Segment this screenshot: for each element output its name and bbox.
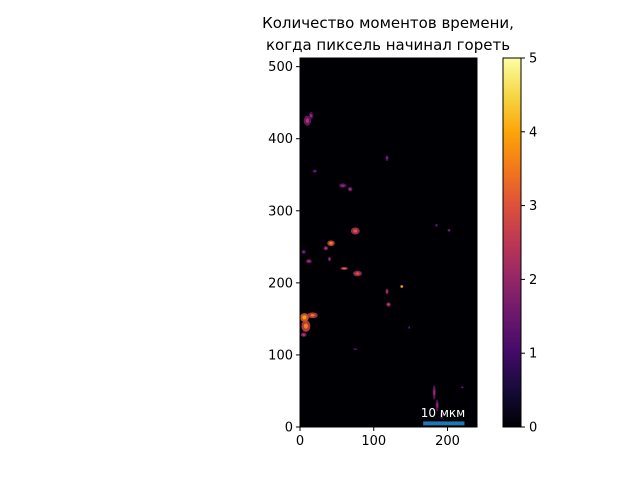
colorbar-tick-label: 2 [529,273,537,288]
heatmap-feature-core [349,188,352,191]
heatmap-feature-core [386,156,388,160]
y-tick-label: 300 [268,204,293,219]
heatmap-feature-core [305,118,310,123]
heatmap-feature-core [313,170,316,172]
heatmap-feature-core [386,290,388,293]
heatmap-feature-core [342,267,346,270]
scale-bar-label: 10 мкм [421,406,465,420]
heatmap-feature-core [355,272,360,275]
heatmap-feature-core [401,285,403,288]
scale-bar-line [423,421,465,426]
heatmap-feature-core [448,229,450,231]
heatmap-feature-core [307,260,311,263]
heatmap-feature-core [353,229,358,233]
heatmap-feature-core [461,386,463,388]
heatmap-feature-core [435,224,438,226]
heatmap-image-area [300,58,477,427]
y-tick-label: 100 [268,348,293,363]
heatmap-feature-core [436,402,438,408]
scale-bar: 10 мкм [421,406,465,426]
plot-title-line-1: Количество моментов времени, [262,14,514,32]
plot-frame [299,57,478,428]
heatmap-feature-core [324,247,327,250]
heatmap-feature-core [302,250,305,253]
colorbar-tick-label: 4 [529,125,537,140]
y-tick-label: 0 [285,421,293,436]
heatmap-feature-core [433,389,435,396]
colorbar-axis: 0 1 2 3 4 5 [521,52,537,436]
x-axis: 0 100 200 [296,427,460,449]
colorbar-tick-label: 0 [529,421,537,436]
y-tick-label: 400 [268,132,293,147]
x-tick-label: 100 [361,434,386,449]
heatmap-feature-core [303,323,308,329]
y-tick-label: 500 [268,60,293,75]
heatmap-feature-core [354,348,357,350]
x-tick-label: 0 [296,434,304,449]
heatmap-feature-core [408,326,410,329]
x-tick-label: 200 [435,434,460,449]
plot-title-line-2: когда пиксель начинал гореть [266,36,510,54]
y-tick-label: 200 [268,276,293,291]
heatmap-feature-core [310,313,315,317]
heatmap-feature-core [302,333,306,336]
colorbar [502,57,522,428]
heatmap-feature-core [329,241,333,245]
heatmap-feature-core [302,315,307,320]
colorbar-tick-label: 1 [529,347,537,362]
heatmap-feature-core [310,114,313,118]
heatmap-feature-core [387,303,390,306]
y-axis: 0 100 200 300 400 500 [268,60,300,436]
plot-title: Количество моментов времени, когда пиксе… [262,14,514,54]
heatmap-features [300,112,464,420]
heatmap-feature-core [341,184,345,187]
heatmap-feature-core [440,413,443,418]
heatmap-feature-core [328,258,331,261]
colorbar-tick-label: 5 [529,52,537,67]
colorbar-tick-label: 3 [529,199,537,214]
